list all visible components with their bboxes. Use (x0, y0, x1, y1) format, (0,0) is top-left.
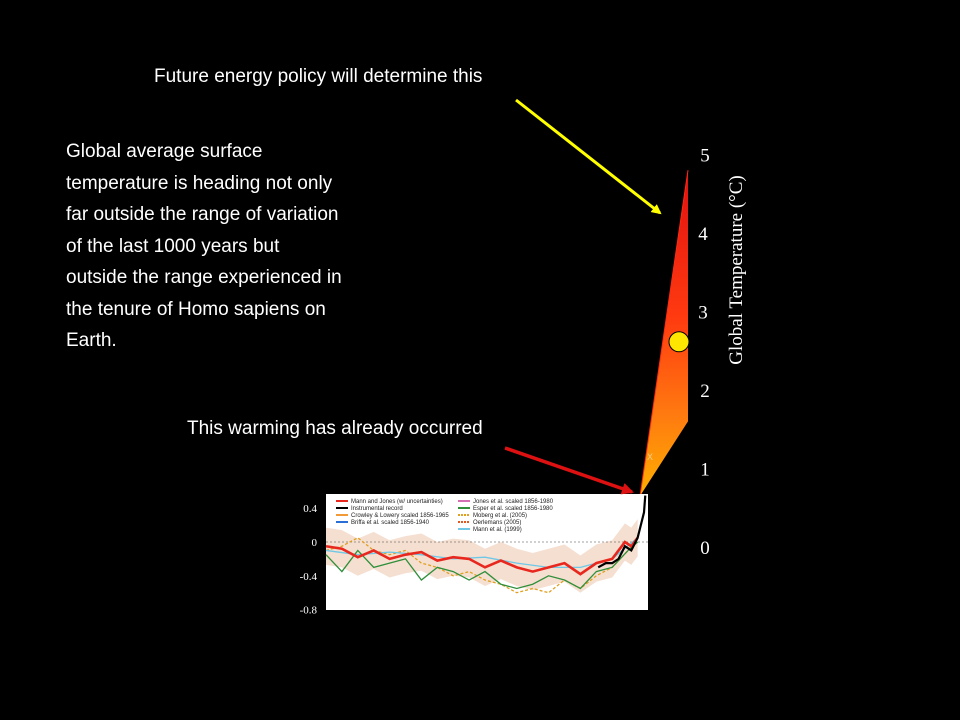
current-projection-marker (668, 331, 690, 353)
future-policy-arrow (515, 98, 662, 215)
series-line-mann-and-jones-w-uncertainties (325, 536, 639, 576)
body-line-1: Global average surface (66, 141, 263, 162)
legend-label: Oerlemans (2005) (473, 520, 521, 526)
body-line-7: Earth. (66, 330, 117, 351)
uncertainty-band-group (326, 519, 638, 593)
legend-label: Mann et al. (1999) (473, 527, 522, 533)
temperature-reconstruction-chart: Mann and Jones (w/ uncertainties)Instrum… (300, 494, 648, 617)
legend-label: Moberg et al. (2005) (473, 513, 527, 519)
body-line-3: far outside the range of variation (66, 204, 339, 225)
body-line-2: temperature is heading not only (66, 172, 333, 194)
legend-label: Briffa et al. scaled 1856-1940 (351, 520, 430, 526)
body-line-5: outside the range experienced in (66, 267, 342, 288)
legend-label: Mann and Jones (w/ uncertainties) (351, 499, 443, 505)
body-line-6: the tenure of Homo sapiens on (66, 298, 326, 320)
uncertainty-band (326, 519, 638, 593)
legend-label: Jones et al. scaled 1856-1980 (473, 499, 554, 505)
body-paragraph: Global average surface temperature is hea… (66, 136, 426, 357)
future-policy-caption: Future energy policy will determine this (154, 66, 483, 87)
warming-occurred-caption: This warming has already occurred (187, 418, 483, 439)
projection-wedge (640, 170, 688, 496)
temperature-axis: 5 4 3 2 1 0 (698, 146, 710, 560)
wedge-upper-edge (639, 170, 689, 497)
temp-tick-5: 5 (700, 146, 710, 167)
temp-tick-1: 1 (700, 460, 710, 481)
chart-legend: Mann and Jones (w/ uncertainties)Instrum… (336, 499, 554, 533)
inset-tick-label: -0.8 (300, 605, 318, 617)
projection-wedge-group: X (639, 170, 690, 497)
temp-tick-2: 2 (700, 381, 710, 402)
legend-label: Instrumental record (351, 506, 403, 512)
series-line-instrumental-record (597, 495, 647, 569)
warming-occurred-arrow (504, 446, 634, 495)
legend-label: Esper et al. scaled 1856-1980 (473, 506, 553, 512)
body-line-4: of the last 1000 years but (66, 235, 280, 257)
series-lines-group (325, 495, 647, 594)
inset-tick-label: -0.4 (300, 571, 318, 583)
inset-tick-label: 0.4 (303, 503, 317, 515)
legend-label: Crowley & Lowery scaled 1856-1965 (351, 513, 449, 519)
temp-tick-0: 0 (700, 538, 710, 559)
series-line-esper-et-al-scaled-1856-1980 (325, 541, 639, 590)
temp-tick-4: 4 (698, 224, 708, 245)
inset-tick-label: 0 (312, 537, 318, 549)
temp-tick-3: 3 (698, 303, 708, 324)
annotation-mark: X (647, 452, 653, 462)
y-axis-ticks: 0.4 0 -0.4 -0.8 (300, 503, 318, 616)
y-axis-title: Global Temperature (°C) (726, 175, 747, 365)
